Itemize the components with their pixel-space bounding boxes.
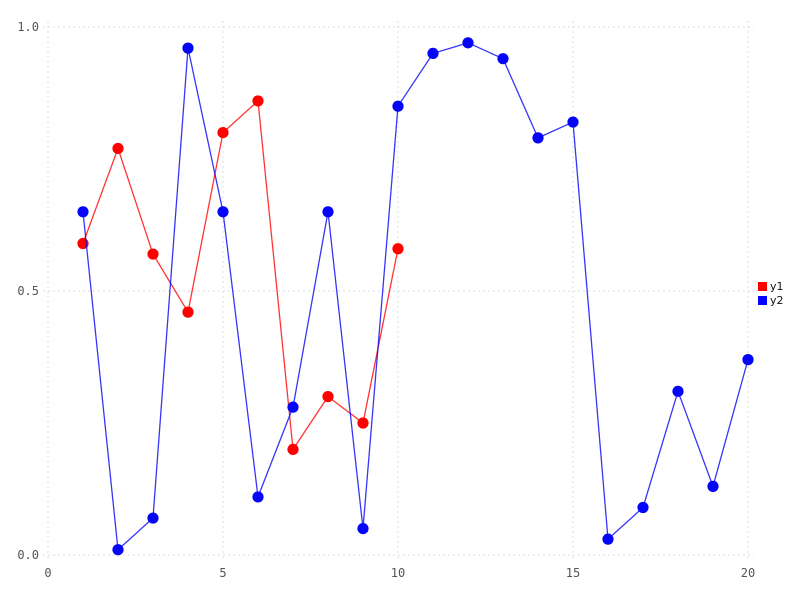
x-tick-label: 0: [44, 566, 51, 580]
x-tick-label: 10: [391, 566, 405, 580]
series-y1-point: [147, 248, 159, 260]
series-y2-point: [637, 501, 649, 514]
series-y2-point: [147, 512, 159, 524]
legend-swatch-y1: [758, 282, 767, 291]
series-group: [77, 37, 754, 556]
x-tick-label: 15: [566, 566, 580, 580]
series-y2-line: [82, 42, 749, 551]
y-tick-label: 0.5: [17, 284, 39, 298]
series-y2-point: [322, 206, 334, 218]
series-y1-line: [82, 100, 399, 451]
y-axis-tick-labels: 0.0 0.5 1.0: [17, 20, 39, 562]
series-y1-point: [252, 95, 264, 107]
y-tick-label: 1.0: [17, 20, 39, 34]
legend-label-y1: y1: [770, 280, 784, 293]
series-y2: [77, 37, 754, 556]
legend-swatch-y2: [758, 296, 767, 305]
series-y2-point: [462, 37, 474, 49]
series-y2-point: [182, 42, 194, 54]
series-y1-point: [217, 127, 229, 139]
gridlines: [43, 21, 754, 559]
series-y2-point: [672, 385, 684, 397]
series-y2-point: [742, 354, 754, 366]
series-y2-point: [567, 116, 579, 128]
y-tick-label: 0.0: [17, 548, 39, 562]
series-y2-point: [427, 47, 439, 60]
series-y2-point: [602, 533, 614, 545]
series-y2-point: [497, 53, 509, 65]
series-y2-point: [287, 401, 299, 413]
series-y2-point: [707, 480, 719, 492]
series-y2-point: [392, 100, 404, 112]
series-y2-point: [217, 206, 229, 218]
x-tick-label: 20: [741, 566, 755, 580]
legend-item-y1: y1: [758, 280, 784, 293]
series-y1-point: [357, 417, 369, 429]
x-axis-tick-labels: 0 5 10 15 20: [44, 566, 755, 580]
series-y1-point: [182, 306, 194, 318]
series-y2-point: [112, 544, 124, 556]
series-y1-point: [392, 243, 404, 255]
series-y1-point: [322, 391, 334, 403]
x-tick-label: 5: [219, 566, 226, 580]
legend-label-y2: y2: [770, 294, 784, 307]
series-y1: [77, 95, 404, 455]
series-y2-point: [252, 491, 264, 503]
legend-item-y2: y2: [758, 294, 784, 307]
series-y1-point: [112, 142, 124, 155]
series-y2-point: [532, 132, 544, 144]
series-y2-point: [357, 523, 369, 535]
series-y1-point: [287, 443, 299, 455]
series-y2-point: [77, 206, 89, 218]
